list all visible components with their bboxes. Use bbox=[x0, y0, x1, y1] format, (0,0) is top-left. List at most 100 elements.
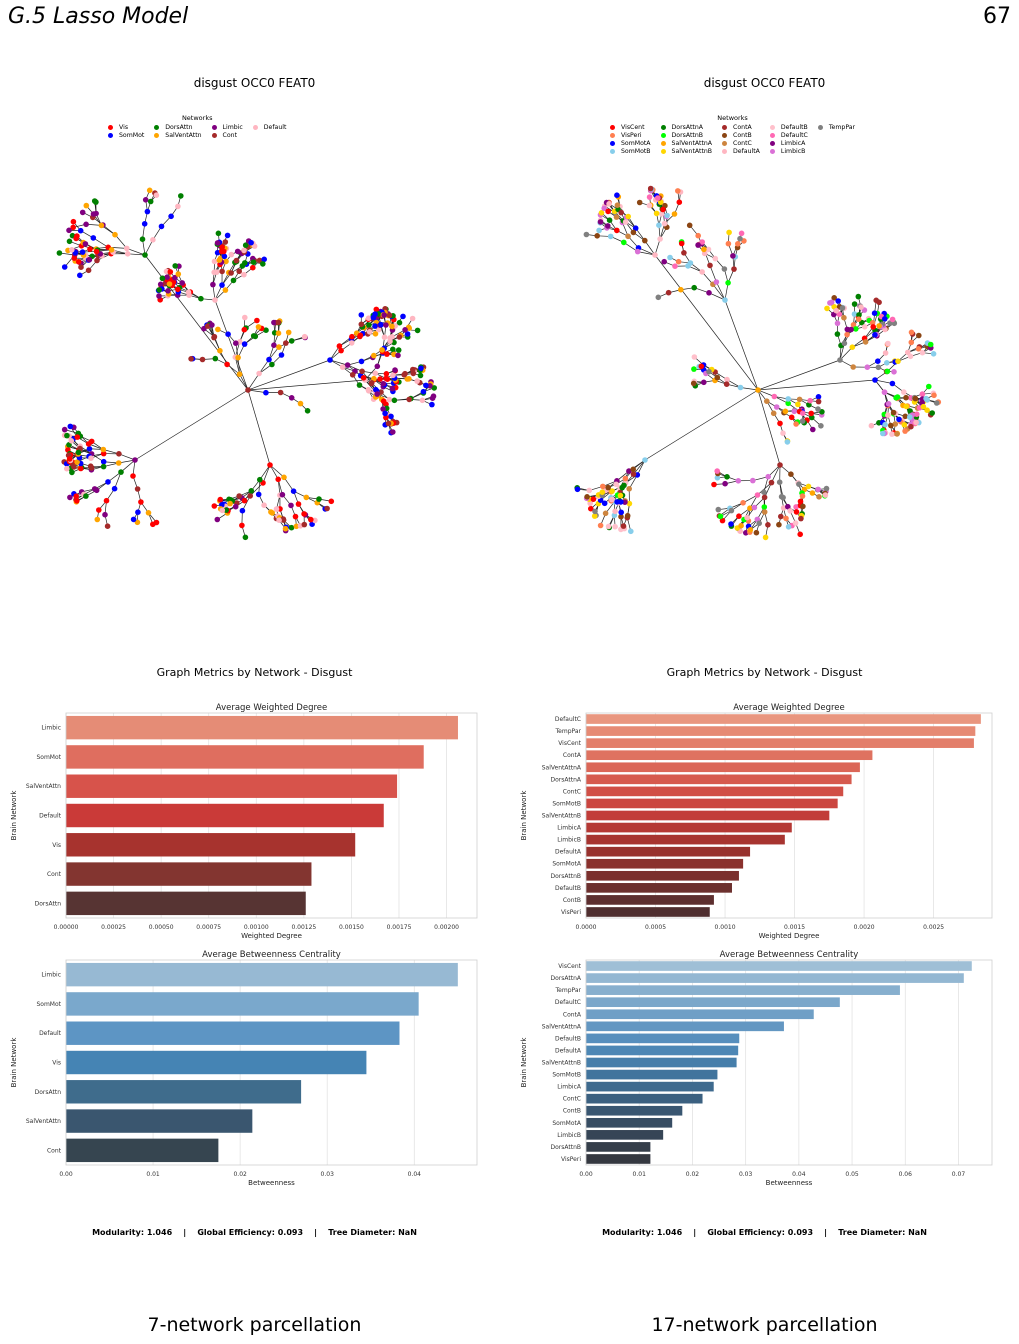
tree-node bbox=[372, 331, 379, 337]
tree-edge bbox=[114, 471, 122, 489]
bar bbox=[586, 1045, 739, 1056]
bar bbox=[586, 762, 860, 773]
tree-node bbox=[130, 516, 137, 523]
tree-node bbox=[652, 252, 658, 258]
tree-node bbox=[785, 503, 791, 510]
tree-node bbox=[172, 263, 178, 269]
tree-node bbox=[275, 319, 282, 326]
y-tick-label: LimbicB bbox=[557, 1132, 581, 1139]
bar bbox=[66, 1138, 219, 1163]
y-tick-label: Default bbox=[39, 1030, 62, 1037]
page-number: 67 bbox=[983, 4, 1011, 29]
tree-node bbox=[83, 493, 89, 499]
tree-node bbox=[875, 364, 882, 371]
tree-edge bbox=[114, 234, 128, 249]
tree-node bbox=[876, 323, 882, 329]
tree-node bbox=[358, 358, 365, 365]
tree-node bbox=[919, 391, 926, 397]
tree-node bbox=[849, 344, 856, 350]
tree-node bbox=[255, 491, 262, 498]
tree-node bbox=[675, 258, 682, 265]
tree-node bbox=[657, 236, 663, 242]
tree-edge bbox=[654, 254, 759, 391]
tree-node bbox=[75, 259, 82, 265]
tree-node bbox=[614, 202, 621, 208]
y-tick-label: DorsAttn bbox=[35, 900, 62, 907]
tree-node bbox=[389, 323, 395, 330]
tree-node bbox=[714, 374, 721, 381]
tree-node bbox=[215, 230, 222, 237]
tree-edge bbox=[247, 389, 266, 394]
tree-edge bbox=[757, 359, 841, 391]
tree-node bbox=[618, 513, 624, 520]
legend-label: Default bbox=[263, 124, 287, 131]
tree-node bbox=[750, 477, 756, 484]
tree-node bbox=[656, 222, 662, 228]
tree-node bbox=[390, 429, 396, 435]
tree-node bbox=[594, 233, 600, 239]
tree-node bbox=[761, 504, 768, 510]
tree-node bbox=[228, 270, 234, 276]
y-tick-label: SalVentAttn bbox=[26, 783, 61, 790]
tree-node bbox=[747, 527, 754, 533]
tree-node bbox=[719, 517, 726, 524]
legend-item: SomMotB bbox=[610, 148, 651, 155]
tree-node bbox=[239, 507, 246, 514]
tree-node bbox=[74, 459, 80, 465]
tree-node bbox=[87, 246, 93, 252]
tree-node bbox=[118, 469, 124, 475]
tree-node bbox=[214, 516, 221, 523]
tree-edge bbox=[874, 379, 893, 384]
tree-node bbox=[383, 414, 389, 421]
tree-node bbox=[908, 423, 914, 430]
tree-node bbox=[157, 281, 164, 288]
tree-node bbox=[221, 248, 227, 255]
tree-node bbox=[851, 301, 858, 307]
tree-node bbox=[728, 521, 734, 527]
tree-node bbox=[907, 414, 913, 420]
tree-node bbox=[359, 368, 365, 375]
tree-node bbox=[596, 227, 602, 234]
bar bbox=[586, 1117, 673, 1128]
tree-node bbox=[737, 235, 743, 242]
legend-item: ContC bbox=[722, 140, 760, 147]
tree-edge bbox=[126, 248, 146, 256]
tree-node bbox=[374, 391, 381, 397]
tree-node bbox=[358, 321, 365, 328]
legend-marker-icon bbox=[154, 133, 160, 138]
y-tick-label: Default bbox=[39, 813, 62, 820]
y-tick-label: SalVentAttnA bbox=[542, 764, 582, 771]
y-tick-label: DefaultC bbox=[555, 716, 581, 723]
tree-node bbox=[605, 484, 611, 491]
y-tick-label: DorsAttnA bbox=[551, 776, 582, 783]
y-tick-label: ContB bbox=[563, 897, 581, 904]
tree-node bbox=[591, 513, 598, 519]
tree-node bbox=[100, 450, 107, 457]
y-tick-label: SalVentAttnB bbox=[542, 813, 581, 820]
tree-node bbox=[714, 475, 721, 481]
tree-node bbox=[93, 487, 100, 494]
x-axis-label: Weighted Degree bbox=[759, 932, 820, 940]
tree-node bbox=[93, 248, 100, 255]
tree-node bbox=[618, 509, 624, 516]
tree-node bbox=[378, 321, 384, 328]
tree-node bbox=[686, 222, 693, 229]
tree-node bbox=[344, 362, 351, 368]
tree-node bbox=[336, 343, 343, 349]
bar bbox=[586, 1033, 740, 1044]
tree-node bbox=[267, 462, 273, 468]
tree-node bbox=[765, 473, 771, 480]
tree-node bbox=[73, 493, 79, 500]
tree-node bbox=[383, 371, 390, 377]
tree-edge bbox=[258, 359, 270, 374]
tree-node bbox=[862, 339, 869, 345]
y-tick-label: SomMotA bbox=[552, 1120, 582, 1127]
tree-node bbox=[841, 314, 847, 321]
tree-node bbox=[219, 282, 225, 288]
tree-node bbox=[621, 239, 627, 246]
legend-item: DefaultB bbox=[769, 124, 808, 131]
tree-node bbox=[705, 246, 712, 253]
tree-node bbox=[850, 364, 856, 370]
tree-node bbox=[695, 232, 701, 239]
tree-node bbox=[271, 319, 277, 326]
